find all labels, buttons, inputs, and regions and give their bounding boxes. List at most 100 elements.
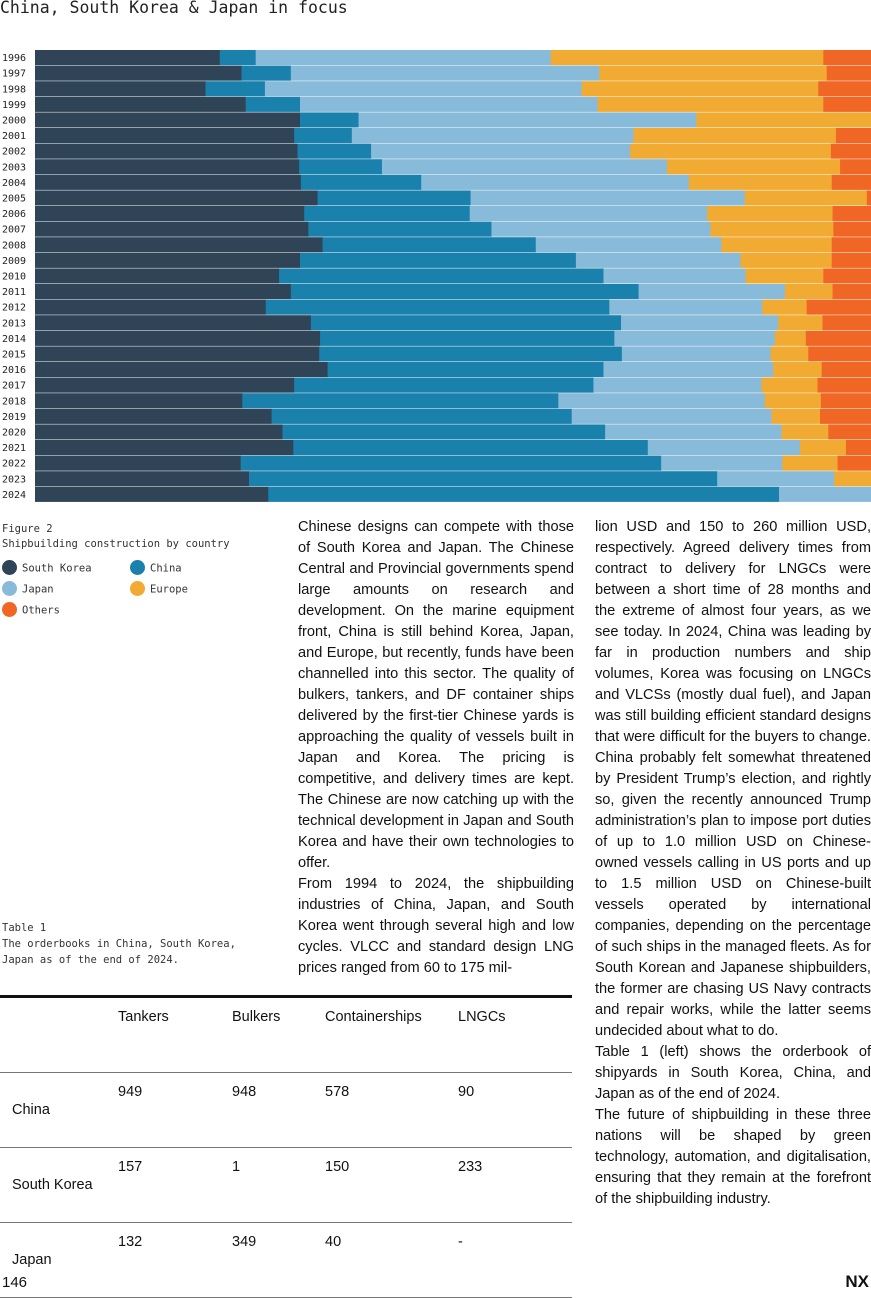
bar-segment-south-korea-1997 (35, 66, 242, 81)
legend-item-china: China (130, 561, 182, 576)
bar-segment-others-2004 (832, 175, 871, 190)
tick-label-2002: 2002 (2, 147, 26, 158)
table-cell: 90 (457, 1073, 572, 1148)
legend-item-others: Others (2, 603, 60, 618)
body-paragraph: lion USD and 150 to 260 million USD, res… (595, 517, 871, 1042)
bar-segment-others-2012 (807, 300, 871, 315)
bar-segment-south-korea-2013 (35, 315, 311, 330)
bar-segment-china-1996 (220, 50, 256, 65)
tick-label-2004: 2004 (2, 178, 26, 189)
orderbook-table: Tankers Bulkers Containerships LNGCs Chi… (0, 995, 572, 1298)
tick-label-2015: 2015 (2, 349, 26, 360)
bar-segment-china-2008 (323, 237, 537, 252)
bar-segment-south-korea-2010 (35, 268, 280, 283)
bar-segment-europe-2016 (773, 362, 822, 377)
tick-label-2017: 2017 (2, 381, 26, 392)
stacked-bar-chart: 1996199719981999200020012002200320042005… (0, 48, 871, 504)
tick-label-2000: 2000 (2, 115, 26, 126)
bar-segment-china-2015 (319, 346, 622, 361)
bar-segment-china-2021 (293, 440, 648, 455)
table-cell: 40 (324, 1223, 457, 1298)
legend-swatch (130, 560, 145, 575)
legend-label: Others (22, 605, 60, 617)
table-header-cell: Tankers (117, 997, 231, 1073)
tick-label-2024: 2024 (2, 490, 26, 501)
tick-label-2023: 2023 (2, 474, 26, 485)
tick-label-2001: 2001 (2, 131, 26, 142)
tick-label-1998: 1998 (2, 84, 26, 95)
body-text-column-right: lion USD and 150 to 260 million USD, res… (595, 517, 871, 1210)
body-text-column-left: Chinese designs can compete with those o… (298, 517, 574, 979)
tick-label-2016: 2016 (2, 365, 26, 376)
bar-segment-south-korea-2000 (35, 112, 300, 127)
bar-segment-europe-1998 (582, 81, 819, 96)
bar-segment-europe-2012 (762, 300, 807, 315)
table-cell: 1 (231, 1148, 324, 1223)
bar-segment-japan-2020 (605, 424, 782, 439)
bar-segment-china-2020 (282, 424, 605, 439)
bar-segment-south-korea-1996 (35, 50, 220, 65)
legend-swatch (2, 602, 17, 617)
bar-segment-others-2015 (808, 346, 871, 361)
bar-segment-europe-2011 (785, 284, 833, 299)
tick-label-2005: 2005 (2, 193, 26, 204)
bar-segment-south-korea-2019 (35, 409, 272, 424)
bar-segment-others-2005 (867, 190, 871, 205)
bar-segment-europe-2017 (761, 378, 817, 393)
tick-label-2010: 2010 (2, 271, 26, 282)
bar-segment-china-1998 (206, 81, 266, 96)
bar-segment-others-1996 (823, 50, 871, 65)
bar-segment-japan-2017 (593, 378, 761, 393)
legend-item-south-korea: South Korea (2, 561, 92, 576)
bar-segment-europe-2008 (721, 237, 832, 252)
bar-segment-europe-2003 (667, 159, 840, 174)
bar-segment-south-korea-2022 (35, 456, 241, 471)
bar-segment-south-korea-2008 (35, 237, 323, 252)
table-header-cell: Bulkers (231, 997, 324, 1073)
bar-segment-south-korea-2018 (35, 393, 243, 408)
bar-segment-china-2003 (299, 159, 382, 174)
page-title: China, South Korea & Japan in focus (0, 0, 348, 17)
table-number: Table 1 (2, 920, 236, 936)
bar-segment-china-2018 (242, 393, 558, 408)
bar-segment-europe-1999 (598, 97, 824, 112)
bar-segment-south-korea-2016 (35, 362, 328, 377)
tick-label-2011: 2011 (2, 287, 26, 298)
legend-swatch (130, 581, 145, 596)
bar-segment-japan-2016 (603, 362, 773, 377)
legend-swatch (2, 560, 17, 575)
body-paragraph: From 1994 to 2024, the shipbuilding indu… (298, 874, 574, 979)
bar-segment-china-2004 (301, 175, 422, 190)
bar-segment-europe-2006 (707, 206, 833, 221)
bar-segment-south-korea-1998 (35, 81, 206, 96)
bar-segment-others-2018 (821, 393, 871, 408)
table-row-label: China (0, 1073, 117, 1148)
bar-segment-europe-2023 (834, 471, 871, 486)
bar-segment-others-2009 (832, 253, 871, 268)
bar-segment-others-2014 (806, 331, 871, 346)
bar-segment-china-2013 (311, 315, 622, 330)
bar-segment-others-2002 (831, 144, 871, 159)
bar-segment-others-2016 (822, 362, 871, 377)
table-cell: 349 (231, 1223, 324, 1298)
bar-segment-south-korea-2011 (35, 284, 291, 299)
body-paragraph: Chinese designs can compete with those o… (298, 517, 574, 874)
legend-label: Japan (22, 584, 54, 596)
bar-segment-others-2003 (840, 159, 871, 174)
table-cell: 949 (117, 1073, 231, 1148)
bar-segment-europe-2005 (745, 190, 867, 205)
bar-segment-europe-1997 (599, 66, 827, 81)
bar-segment-south-korea-2001 (35, 128, 295, 143)
bar-segment-japan-1999 (300, 97, 598, 112)
bar-segment-europe-2009 (741, 253, 833, 268)
bar-segment-japan-1997 (291, 66, 600, 81)
bar-segment-china-2016 (328, 362, 604, 377)
bar-segment-japan-2006 (470, 206, 708, 221)
bar-segment-china-2019 (272, 409, 573, 424)
tick-label-2019: 2019 (2, 412, 26, 423)
bar-segment-europe-1996 (551, 50, 824, 65)
bar-segment-china-2001 (294, 128, 352, 143)
table-header-row: Tankers Bulkers Containerships LNGCs (0, 997, 572, 1073)
bar-segment-south-korea-2015 (35, 346, 320, 361)
figure-number: Figure 2 (2, 522, 230, 537)
